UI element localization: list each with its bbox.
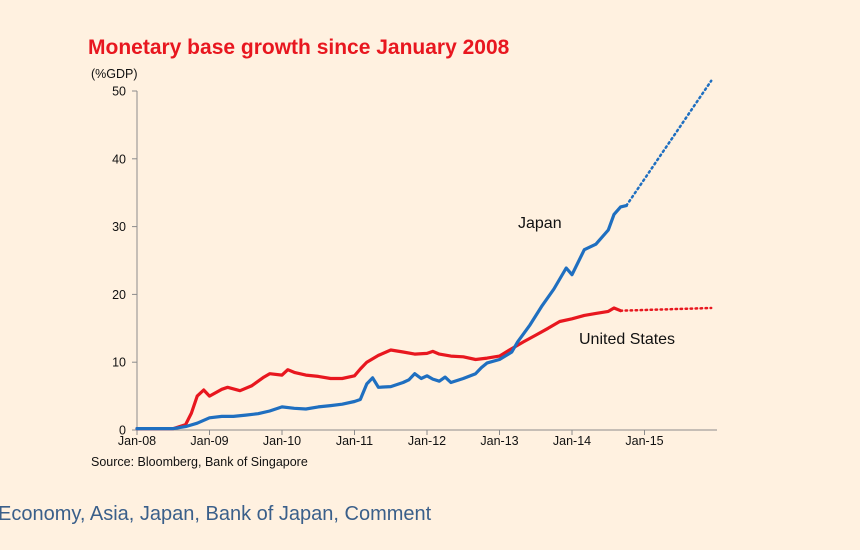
x-tick-label: Jan-11 xyxy=(336,434,373,448)
japan-series-line xyxy=(135,204,628,431)
source-note: Source: Bloomberg, Bank of Singapore xyxy=(91,455,308,469)
chart-series xyxy=(135,79,713,431)
chart-labels: Japan United States xyxy=(518,215,675,348)
y-axis-unit-label: (%GDP) xyxy=(91,67,138,81)
chart-title: Monetary base growth since January 2008 xyxy=(88,36,510,59)
y-tick-label: 40 xyxy=(112,152,126,166)
chart-axes: 0 10 20 30 40 50 Jan-08 Jan-09 Jan-10 Jan-11 Jan-1… xyxy=(112,85,717,448)
y-tick-label: 30 xyxy=(112,220,126,234)
japan-series-label: Japan xyxy=(518,215,562,232)
x-tick-label: Jan-14 xyxy=(553,434,591,448)
japan-projection-line xyxy=(625,79,713,207)
united-states-projection-line xyxy=(619,306,713,312)
y-tick-label: 10 xyxy=(112,356,126,370)
x-tick-label: Jan-10 xyxy=(263,434,301,448)
y-tick-label: 0 xyxy=(119,424,126,438)
x-tick-label: Jan-12 xyxy=(408,434,446,448)
united-states-series-line xyxy=(135,306,623,431)
y-tick-label: 20 xyxy=(112,288,126,302)
x-tick-label: Jan-15 xyxy=(625,434,663,448)
x-tick-label: Jan-13 xyxy=(480,434,518,448)
article-tags-link[interactable]: Economy, Asia, Japan, Bank of Japan, Com… xyxy=(0,503,432,525)
x-tick-label: Jan-08 xyxy=(118,434,156,448)
united-states-series-label: United States xyxy=(579,331,675,348)
y-tick-label: 50 xyxy=(112,85,126,99)
x-tick-label: Jan-09 xyxy=(190,434,228,448)
